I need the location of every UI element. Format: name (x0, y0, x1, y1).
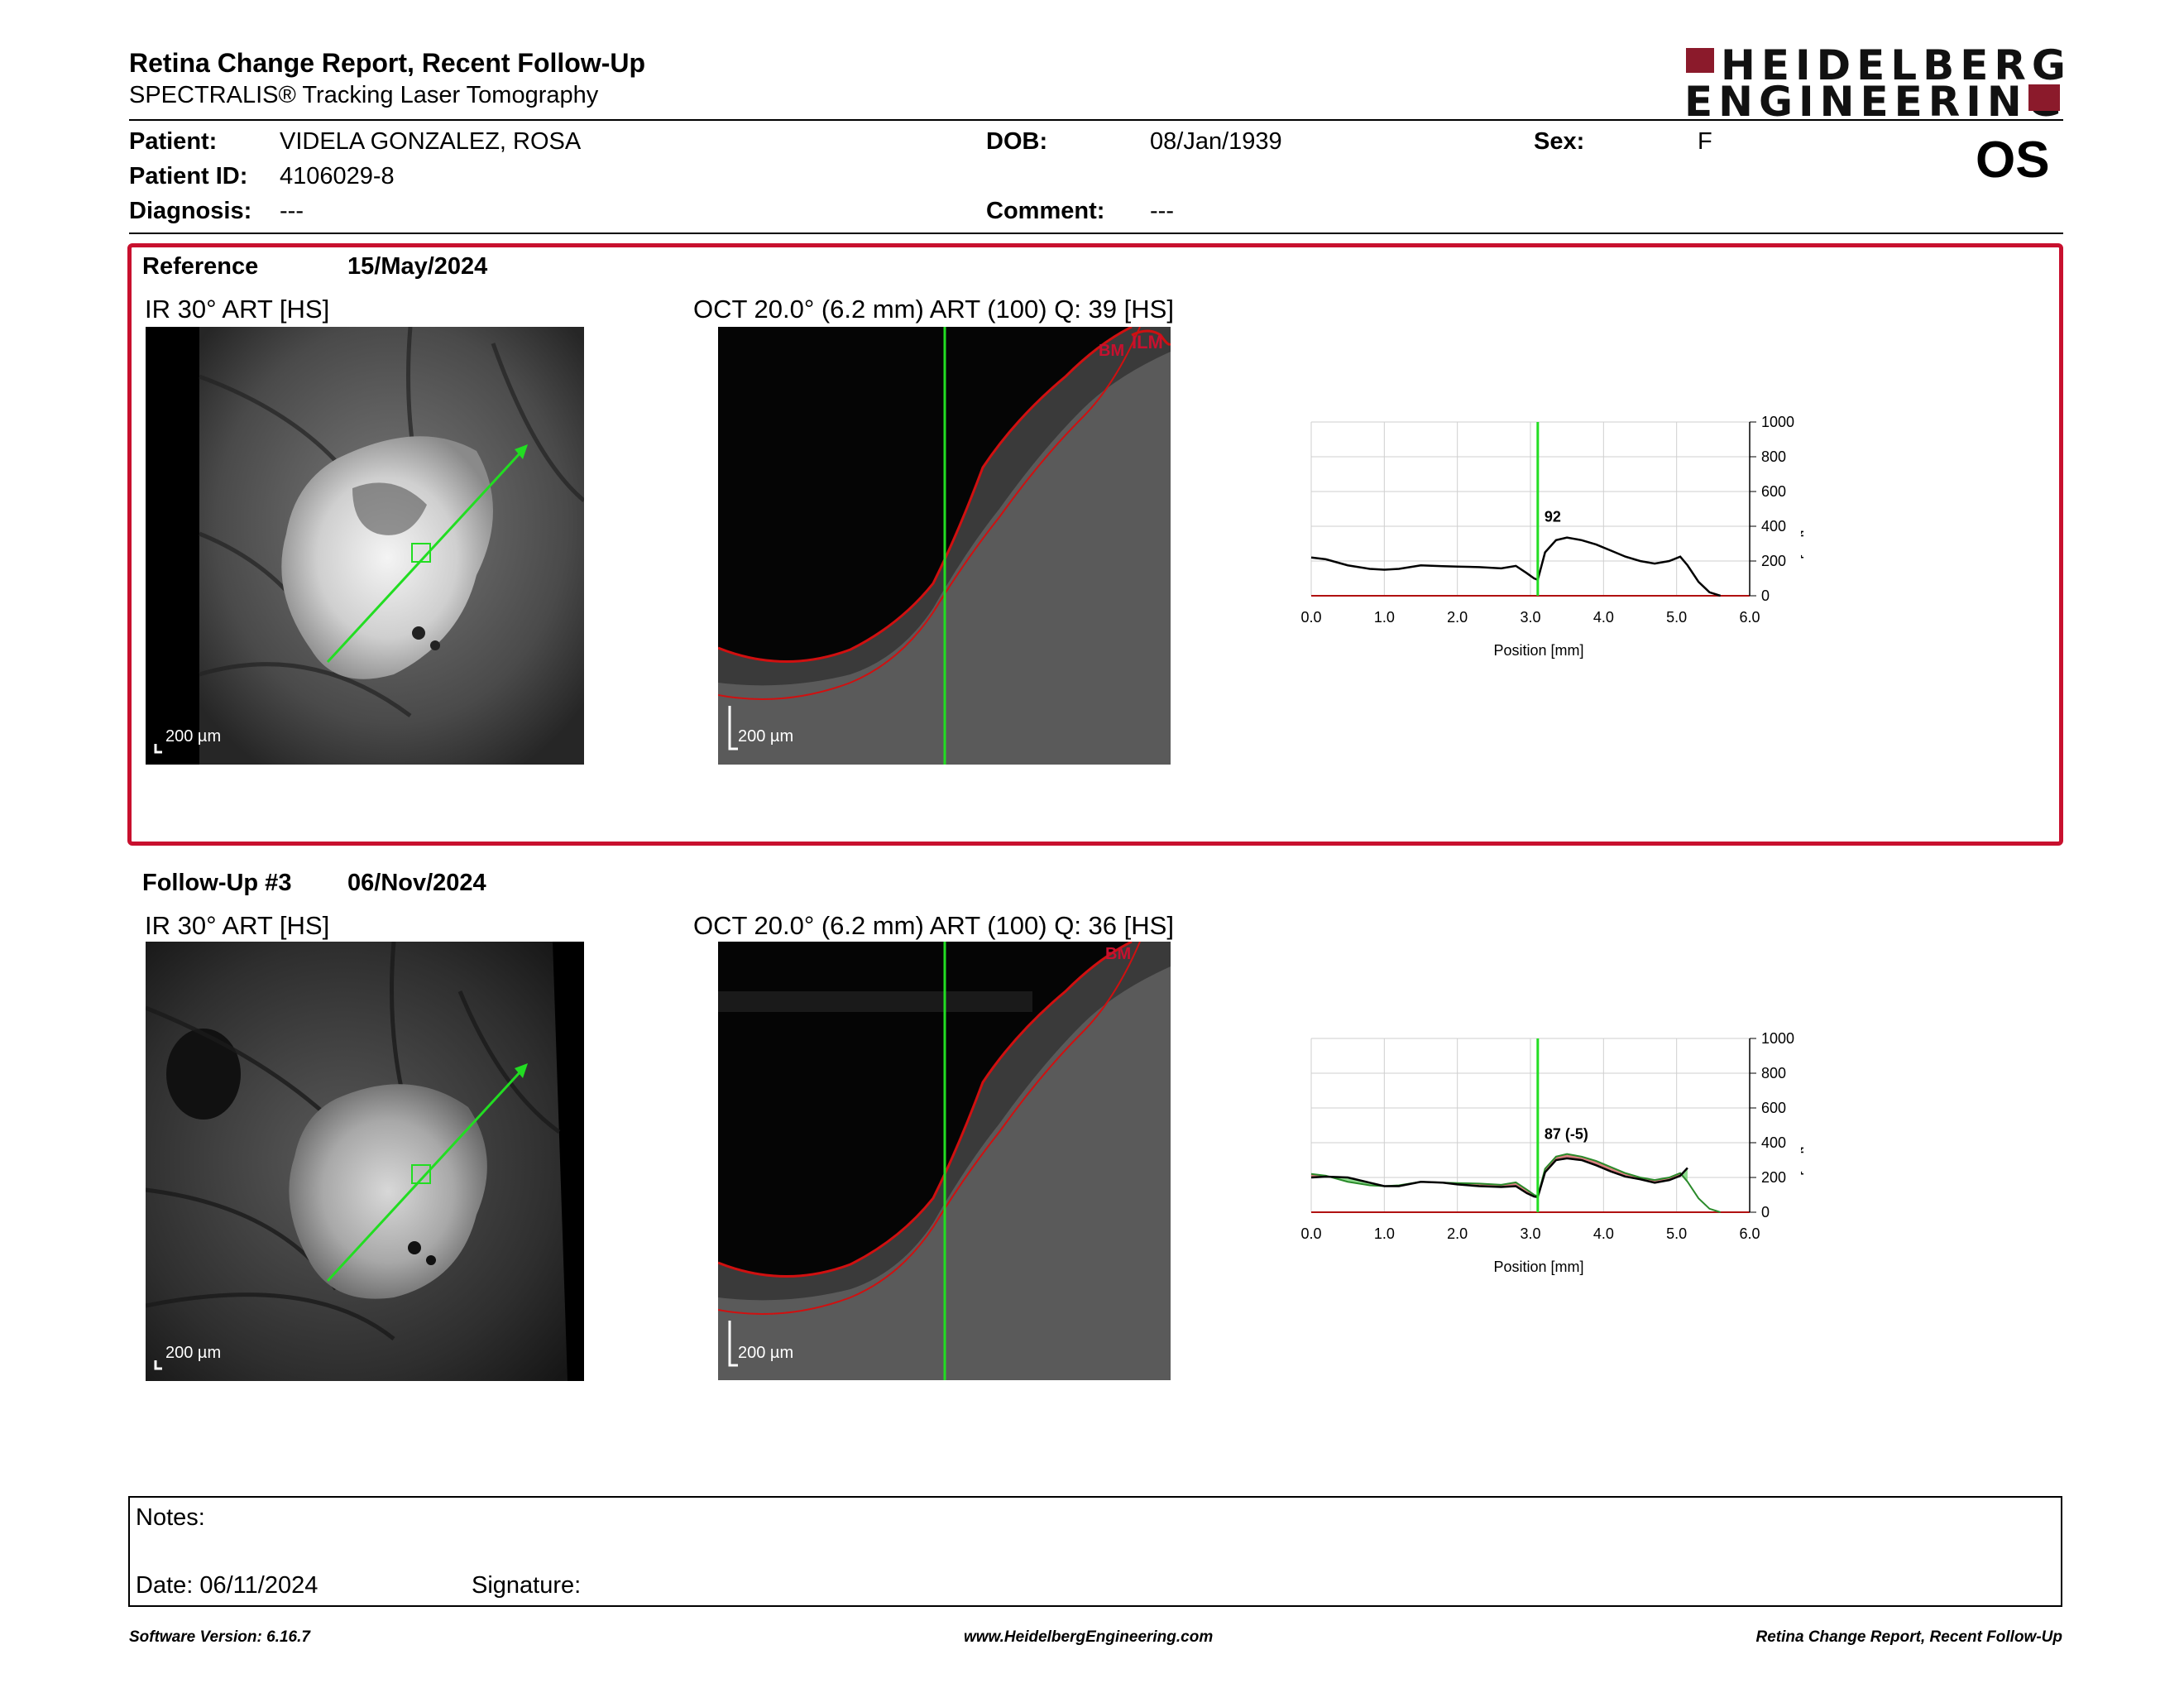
fu-xtick-label: 1.0 (1374, 1225, 1395, 1242)
reference-date: 15/May/2024 (347, 253, 488, 280)
ref-xtick-label: 1.0 (1374, 609, 1395, 626)
followup-bm-tag: BM (1105, 945, 1132, 963)
fu-ytick-label: 0 (1761, 1204, 1770, 1220)
fu-ytick-label: 600 (1761, 1100, 1786, 1116)
reference-thickness-chart: 0.0 1.0 2.0 3.0 4.0 5.0 6.00 200 400 600 800 1000 92… (1300, 414, 1803, 659)
followup-oct-scale: 200 µm (738, 1344, 794, 1362)
signature-label: Signature: (472, 1572, 582, 1599)
comment-value: --- (1150, 198, 1174, 224)
notes-label: Notes: (136, 1504, 205, 1531)
ref-thickness-line (1310, 536, 1722, 597)
fu-ytick-label: 800 (1761, 1065, 1786, 1081)
followup-ir-title: IR 30° ART [HS] (145, 911, 330, 940)
ref-ytick-label: 200 (1761, 553, 1786, 569)
fu-xlabel: Position [mm] (1493, 1259, 1583, 1275)
ref-xtick-label: 4.0 (1593, 609, 1614, 626)
diagnosis-value: --- (280, 198, 304, 224)
ref-xtick-label: 2.0 (1447, 609, 1468, 626)
ref-ytick-label: 0 (1761, 587, 1770, 604)
eye-side: OS (1976, 132, 2050, 189)
fu-ytick-label: 200 (1761, 1169, 1786, 1186)
ref-marker-value: 92 (1545, 509, 1561, 525)
fu-marker-value: 87 (-5) (1545, 1126, 1588, 1143)
patient-id-value: 4106029-8 (280, 163, 395, 189)
sex-label: Sex: (1534, 128, 1585, 155)
reference-frame (127, 243, 2063, 846)
followup-oct-image[interactable]: BM 200 µm (718, 942, 1171, 1380)
patient-divider (129, 233, 2063, 234)
ref-ylabel: Thickness [µm] (1801, 458, 1803, 559)
fu-diff-segment (1680, 1168, 1688, 1182)
reference-bm-tag: BM (1099, 342, 1125, 360)
scan-line (326, 449, 524, 664)
fu-xtick-label: 3.0 (1520, 1225, 1540, 1242)
ref-ytick-label: 600 (1761, 483, 1786, 500)
report-title: Retina Change Report, Recent Follow-Up (129, 48, 646, 78)
fu-ytick-label: 400 (1761, 1134, 1786, 1151)
fu-xtick-label: 6.0 (1739, 1225, 1760, 1242)
reference-oct-title: OCT 20.0° (6.2 mm) ART (100) Q: 39 [HS] (693, 295, 1174, 324)
ref-xlabel: Position [mm] (1493, 642, 1583, 659)
followup-oct-title: OCT 20.0° (6.2 mm) ART (100) Q: 36 [HS] (693, 911, 1174, 940)
notes-box[interactable]: Notes: Date: 06/11/2024 Signature: (128, 1496, 2062, 1607)
ref-xtick-label: 3.0 (1520, 609, 1540, 626)
patient-id-label: Patient ID: (129, 163, 248, 189)
fu-ytick-label: 1000 (1761, 1030, 1794, 1047)
dob-label: DOB: (986, 128, 1048, 155)
followup-ir-image[interactable]: 200 µm (146, 942, 584, 1381)
patient-name: VIDELA GONZALEZ, ROSA (280, 128, 582, 155)
footer-software-version: Software Version: 6.16.7 (129, 1628, 310, 1646)
report-subtitle: SPECTRALIS® Tracking Laser Tomography (129, 82, 599, 108)
logo-line2: ENGINEERING (1684, 78, 2067, 126)
followup-thickness-chart: 0.0 1.0 2.0 3.0 4.0 5.0 6.00 200 400 600 800 1000 87… (1300, 1030, 1803, 1275)
reference-ilm-tag: ILM (1132, 332, 1163, 352)
fu-thickness-line (1310, 1157, 1688, 1199)
logo-bar-right (2028, 84, 2060, 111)
ref-xtick-label: 0.0 (1300, 609, 1321, 626)
logo-bar-left (1686, 48, 1714, 73)
fu-xtick-label: 5.0 (1666, 1225, 1687, 1242)
followup-ir-scale: 200 µm (165, 1344, 222, 1362)
reference-ir-title: IR 30° ART [HS] (145, 295, 330, 324)
footer-report-name: Retina Change Report, Recent Follow-Up (1755, 1628, 2062, 1646)
reference-ir-scale: 200 µm (165, 727, 222, 746)
reference-label: Reference (142, 253, 259, 280)
diagnosis-label: Diagnosis: (129, 198, 252, 224)
ref-ytick-label: 800 (1761, 448, 1786, 465)
ref-ytick-label: 400 (1761, 518, 1786, 535)
fu-ylabel: Thickness [µm] (1801, 1075, 1803, 1175)
ref-ytick-label: 1000 (1761, 414, 1794, 430)
notes-date: Date: 06/11/2024 (136, 1572, 318, 1599)
patient-label: Patient: (129, 128, 218, 155)
ref-xtick-label: 6.0 (1739, 609, 1760, 626)
logo-line1: HEIDELBERG (1721, 41, 2071, 89)
scan-arrow-head (515, 444, 528, 459)
ref-xtick-label: 5.0 (1666, 609, 1687, 626)
followup-label: Follow-Up #3 (142, 870, 292, 896)
sex-value: F (1698, 128, 1712, 155)
fu-xtick-label: 0.0 (1300, 1225, 1321, 1242)
fu-xtick-label: 2.0 (1447, 1225, 1468, 1242)
reference-ir-image[interactable]: 200 µm (146, 327, 584, 765)
footer-website[interactable]: www.HeidelbergEngineering.com (964, 1628, 1214, 1646)
fu-xtick-label: 4.0 (1593, 1225, 1614, 1242)
comment-label: Comment: (986, 198, 1105, 224)
header-divider (129, 119, 2063, 121)
followup-date: 06/Nov/2024 (347, 870, 486, 896)
dob-value: 08/Jan/1939 (1150, 128, 1282, 155)
reference-oct-image[interactable]: BM ILM 200 µm (718, 327, 1171, 765)
reference-oct-scale: 200 µm (738, 727, 794, 746)
